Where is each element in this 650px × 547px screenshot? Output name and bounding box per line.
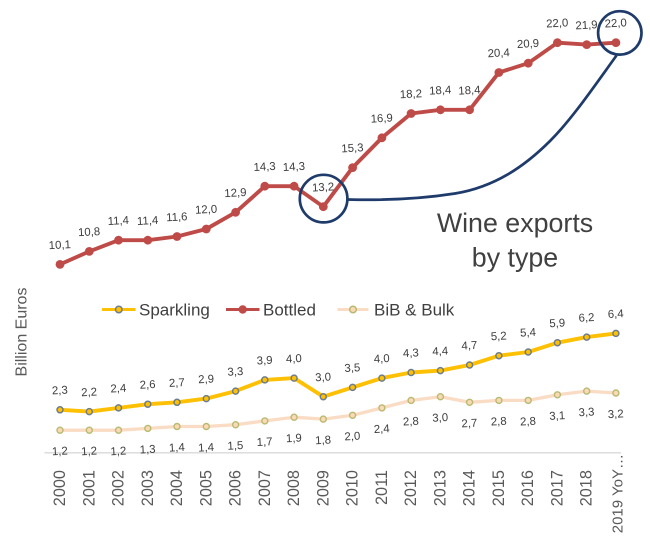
- svg-text:16,9: 16,9: [370, 112, 393, 125]
- svg-text:2001: 2001: [80, 470, 98, 506]
- svg-text:11,6: 11,6: [166, 211, 188, 224]
- svg-text:11,4: 11,4: [107, 215, 129, 228]
- svg-text:2,7: 2,7: [169, 377, 185, 390]
- svg-text:22,0: 22,0: [546, 17, 569, 30]
- svg-text:1,2: 1,2: [81, 445, 97, 458]
- svg-text:4,0: 4,0: [374, 353, 390, 366]
- svg-text:12,9: 12,9: [224, 187, 247, 200]
- svg-text:12,0: 12,0: [195, 204, 218, 217]
- svg-text:2,8: 2,8: [491, 416, 507, 429]
- svg-text:14,3: 14,3: [283, 161, 306, 174]
- svg-text:3,3: 3,3: [227, 366, 243, 379]
- svg-text:2004: 2004: [168, 470, 186, 506]
- svg-text:2,4: 2,4: [110, 383, 126, 396]
- svg-text:1,4: 1,4: [198, 442, 214, 455]
- svg-text:3,3: 3,3: [578, 406, 594, 419]
- svg-text:2011: 2011: [373, 470, 391, 505]
- svg-text:2017: 2017: [548, 470, 566, 506]
- svg-text:20,9: 20,9: [517, 38, 540, 51]
- svg-text:2019 YoY…: 2019 YoY…: [609, 454, 626, 533]
- svg-text:2,4: 2,4: [374, 423, 390, 436]
- svg-text:2,8: 2,8: [403, 416, 419, 429]
- svg-text:18,2: 18,2: [400, 88, 423, 101]
- svg-text:1,2: 1,2: [110, 445, 126, 458]
- svg-text:5,9: 5,9: [549, 317, 565, 330]
- svg-text:1,9: 1,9: [286, 432, 302, 445]
- svg-text:2012: 2012: [402, 470, 420, 506]
- svg-text:3,1: 3,1: [549, 410, 565, 423]
- svg-text:2010: 2010: [344, 470, 362, 506]
- svg-text:2,2: 2,2: [81, 386, 97, 399]
- svg-text:3,0: 3,0: [432, 412, 448, 425]
- svg-text:1,8: 1,8: [315, 434, 331, 447]
- svg-text:2,6: 2,6: [139, 379, 155, 392]
- svg-text:3,9: 3,9: [256, 355, 272, 368]
- svg-text:13,2: 13,2: [312, 181, 335, 194]
- svg-text:14,3: 14,3: [253, 161, 276, 174]
- svg-text:6,4: 6,4: [608, 308, 624, 321]
- svg-text:11,4: 11,4: [137, 215, 159, 228]
- svg-text:2015: 2015: [490, 470, 508, 506]
- svg-text:4,4: 4,4: [432, 345, 448, 358]
- svg-text:2014: 2014: [461, 470, 479, 506]
- svg-text:2003: 2003: [139, 470, 157, 506]
- svg-text:15,3: 15,3: [341, 142, 364, 155]
- svg-text:2008: 2008: [285, 470, 303, 506]
- svg-text:1,4: 1,4: [169, 442, 185, 455]
- svg-text:4,0: 4,0: [286, 353, 302, 366]
- svg-text:3,5: 3,5: [344, 362, 360, 375]
- svg-text:5,4: 5,4: [520, 327, 536, 340]
- svg-text:22,0: 22,0: [604, 17, 627, 30]
- svg-text:Bottled: Bottled: [263, 301, 316, 320]
- svg-text:2,3: 2,3: [52, 385, 68, 398]
- svg-text:2002: 2002: [110, 470, 128, 506]
- svg-text:1,2: 1,2: [52, 445, 68, 458]
- svg-text:21,9: 21,9: [575, 19, 598, 32]
- svg-text:2,8: 2,8: [520, 416, 536, 429]
- svg-text:2000: 2000: [51, 470, 69, 506]
- svg-text:by type: by type: [472, 243, 558, 273]
- svg-text:2018: 2018: [578, 470, 596, 506]
- svg-text:Wine exports: Wine exports: [437, 208, 593, 238]
- svg-text:6,2: 6,2: [578, 312, 594, 325]
- svg-text:2,7: 2,7: [461, 418, 477, 431]
- svg-text:2,0: 2,0: [344, 431, 360, 444]
- svg-text:2005: 2005: [197, 470, 215, 506]
- svg-text:18,4: 18,4: [429, 84, 452, 97]
- svg-text:Billion Euros: Billion Euros: [14, 288, 31, 377]
- svg-text:18,4: 18,4: [458, 84, 481, 97]
- svg-text:10,1: 10,1: [48, 239, 71, 252]
- svg-text:1,5: 1,5: [227, 440, 243, 453]
- svg-text:BiB & Bulk: BiB & Bulk: [374, 301, 455, 320]
- svg-text:3,0: 3,0: [315, 371, 331, 384]
- svg-text:2007: 2007: [256, 470, 274, 506]
- svg-text:4,3: 4,3: [403, 347, 419, 360]
- svg-text:2013: 2013: [431, 470, 449, 506]
- svg-text:Sparkling: Sparkling: [139, 301, 210, 320]
- svg-text:4,7: 4,7: [461, 340, 477, 353]
- svg-text:2016: 2016: [519, 470, 537, 506]
- svg-text:2006: 2006: [227, 470, 245, 506]
- svg-text:1,3: 1,3: [139, 444, 155, 457]
- svg-text:2009: 2009: [314, 470, 332, 506]
- svg-text:5,2: 5,2: [491, 330, 507, 343]
- svg-text:3,2: 3,2: [608, 408, 624, 421]
- svg-text:20,4: 20,4: [487, 47, 510, 60]
- svg-text:10,8: 10,8: [78, 226, 101, 239]
- svg-text:1,7: 1,7: [256, 436, 272, 449]
- svg-text:2,9: 2,9: [198, 373, 214, 386]
